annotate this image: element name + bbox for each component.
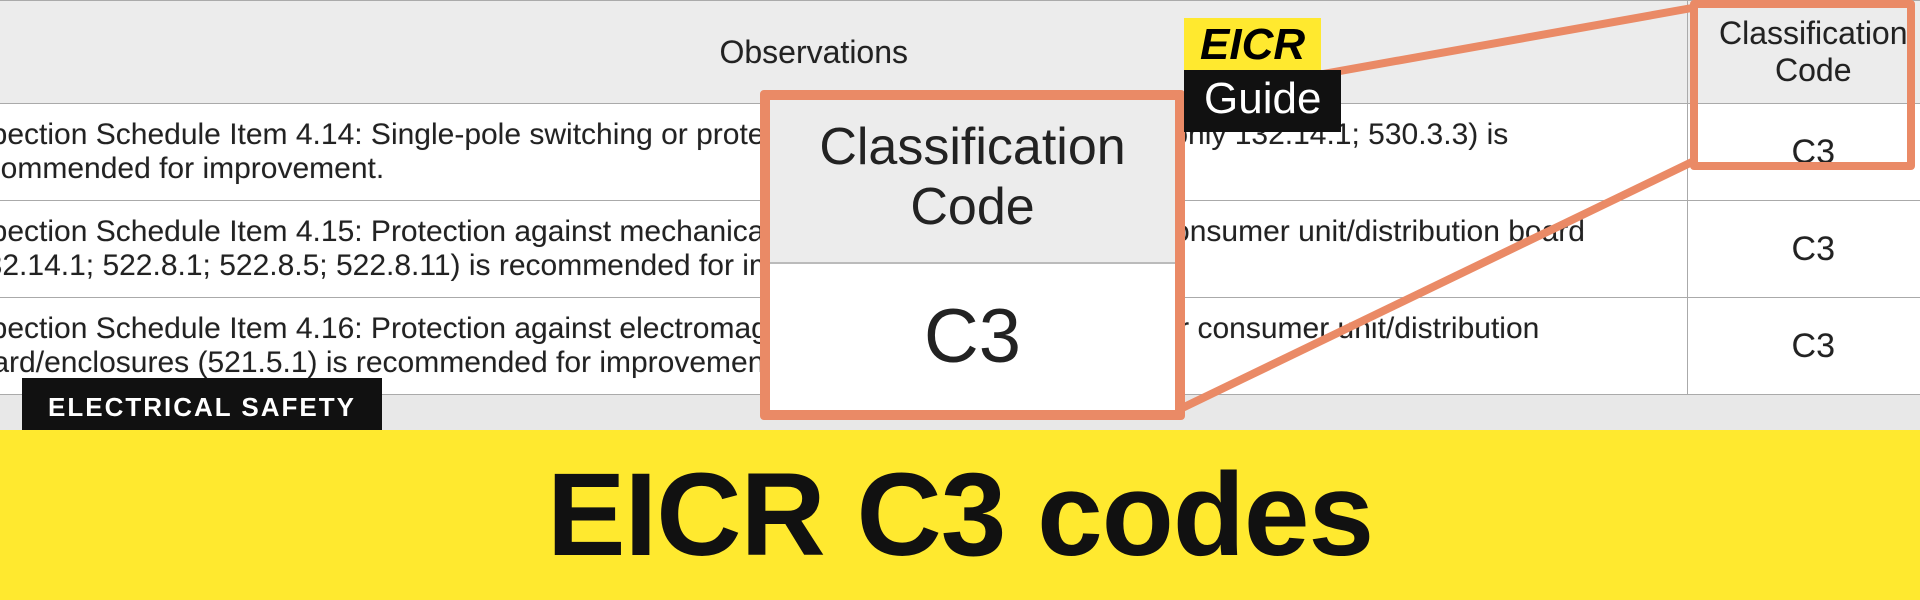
th-observations: Observations: [0, 1, 1687, 104]
code-cell: C3: [1687, 201, 1920, 298]
title-text: EICR C3 codes: [547, 447, 1373, 583]
code-cell: C3: [1687, 104, 1920, 201]
zoom-header-line2: Code: [910, 178, 1034, 236]
badge-line1: EICR: [1184, 18, 1321, 72]
category-tag: ELECTRICAL SAFETY: [22, 378, 382, 437]
badge-line2: Guide: [1184, 70, 1341, 132]
code-cell: C3: [1687, 298, 1920, 395]
zoom-cell: C3: [770, 264, 1175, 410]
zoom-header: Classification Code: [770, 100, 1175, 264]
th-classification: Classification Code: [1687, 1, 1920, 104]
title-banner: EICR C3 codes: [0, 430, 1920, 600]
zoom-callout: Classification Code C3: [760, 90, 1185, 420]
zoom-header-line1: Classification: [819, 118, 1125, 176]
eicr-guide-badge: EICR Guide: [1184, 18, 1341, 132]
